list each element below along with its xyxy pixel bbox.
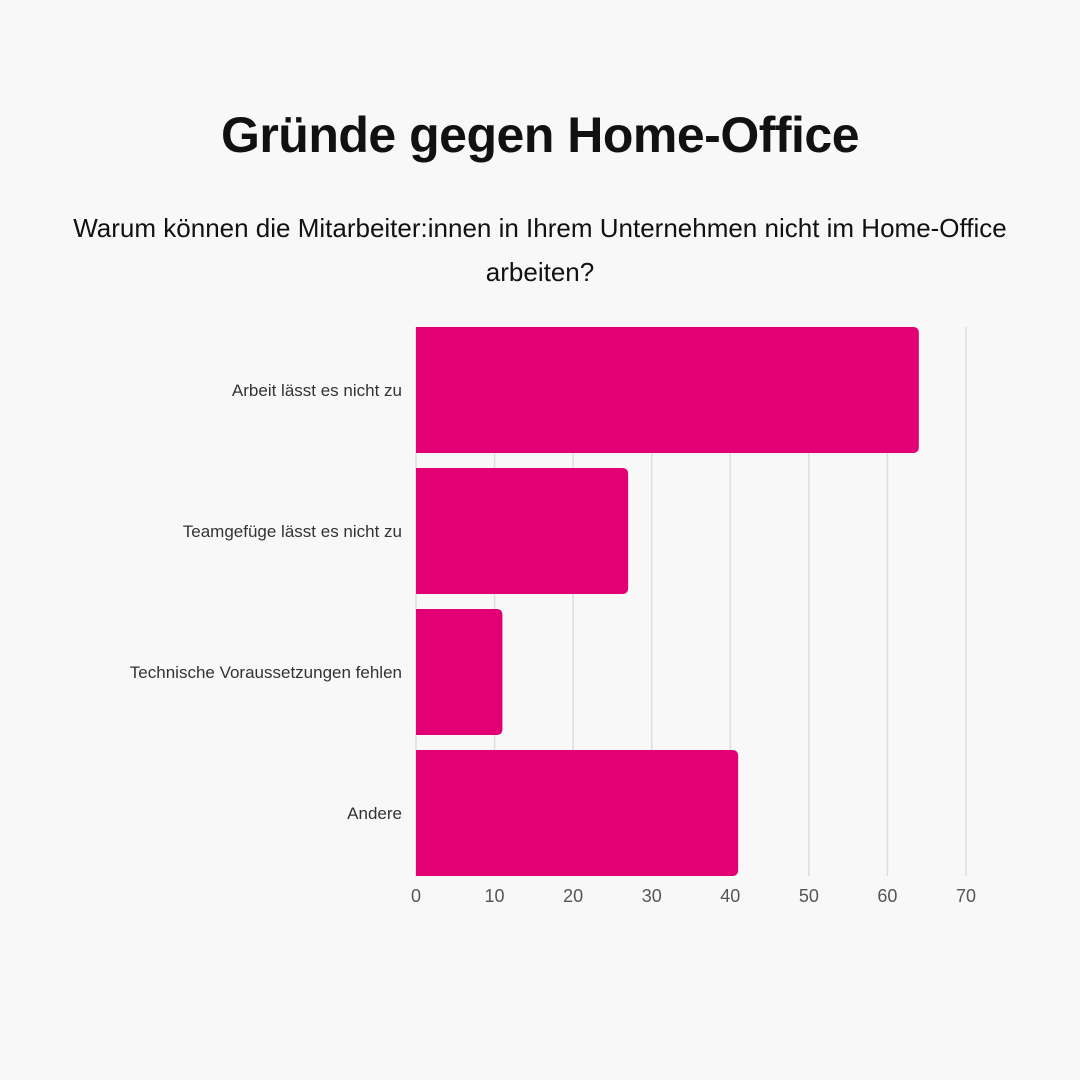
category-label: Arbeit lässt es nicht zu <box>232 381 402 400</box>
x-tick-label: 0 <box>411 886 421 906</box>
bar <box>416 468 629 594</box>
category-label: Technische Voraussetzungen fehlen <box>130 663 402 682</box>
x-tick-label: 70 <box>956 886 976 906</box>
x-tick-label: 20 <box>563 886 583 906</box>
x-tick-label: 50 <box>799 886 819 906</box>
chart-subtitle: Warum können die Mitarbeiter:innen in Ih… <box>73 213 1007 287</box>
bar <box>416 750 739 876</box>
bar <box>416 327 919 453</box>
chart-title: Gründe gegen Home-Office <box>220 107 860 163</box>
x-tick-label: 60 <box>877 886 897 906</box>
category-label: Andere <box>347 804 402 823</box>
x-tick-label: 10 <box>485 886 505 906</box>
x-tick-label: 40 <box>720 886 740 906</box>
category-label: Teamgefüge lässt es nicht zu <box>183 522 402 541</box>
bar <box>416 609 503 735</box>
x-tick-label: 30 <box>642 886 662 906</box>
